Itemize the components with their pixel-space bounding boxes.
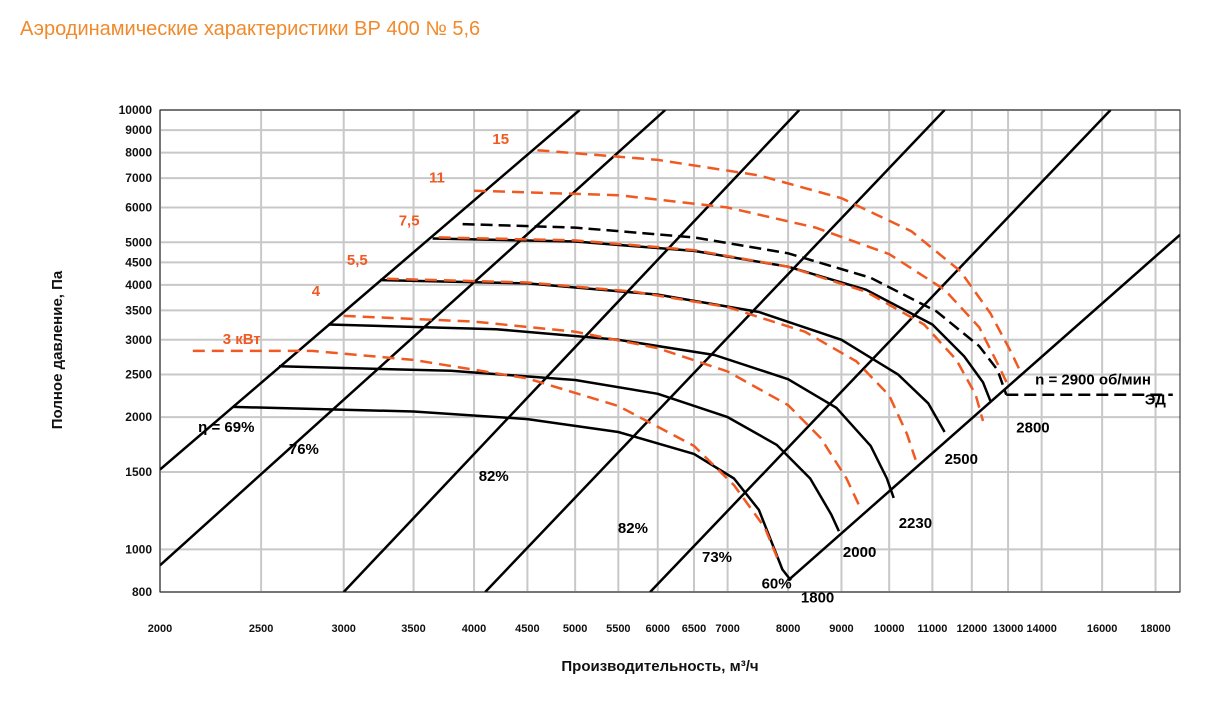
x-tick-label: 5000: [563, 623, 587, 635]
y-tick-label: 3500: [125, 303, 152, 317]
efficiency-line: [160, 110, 581, 471]
x-tick-label: 5500: [606, 623, 630, 635]
efficiency-label: 60%: [762, 575, 792, 592]
y-tick-label: 1500: [125, 465, 152, 479]
power-curve: [438, 236, 985, 422]
efficiency-line: [160, 110, 667, 567]
x-tick-label: 4500: [515, 623, 539, 635]
efficiency-label: η = 69%: [198, 419, 254, 436]
x-tick-label: 6500: [682, 623, 706, 635]
efficiency-label: 76%: [289, 441, 319, 458]
speed-curve: [328, 323, 895, 499]
efficiency-label: 73%: [702, 549, 732, 566]
y-tick-label: 8000: [125, 146, 152, 160]
axis-ticks: 2000 2500 3000 3500 4000 4500 5000 5500 6000 6500…: [119, 103, 1171, 635]
y-tick-label: 5000: [125, 235, 152, 249]
chart-title: Аэродинамические характеристики ВР 400 №…: [20, 18, 481, 40]
power-label: 3 кВт: [223, 331, 261, 348]
x-tick-label: 9000: [829, 623, 853, 635]
x-tick-label: 2000: [148, 623, 172, 635]
power-label: 5,5: [347, 252, 368, 269]
x-tick-label: 13000: [993, 623, 1024, 635]
power-label: 4: [312, 283, 321, 300]
y-tick-label: 10000: [119, 103, 153, 117]
motor-label: ЭД: [1145, 392, 1166, 409]
y-tick-label: 800: [132, 585, 152, 599]
plot-frame: [159, 109, 1181, 593]
speed-label: 2000: [843, 544, 876, 561]
x-tick-label: 12000: [957, 623, 988, 635]
y-tick-label: 7000: [125, 171, 152, 185]
design-speed-label: n = 2900 об/мин: [1035, 372, 1151, 389]
y-tick-label: 4500: [125, 255, 152, 269]
efficiency-line: [787, 233, 1180, 582]
power-label: 15: [492, 131, 509, 148]
x-tick-label: 3000: [331, 623, 355, 635]
x-tick-label: 14000: [1026, 623, 1057, 635]
y-tick-label: 3000: [125, 333, 152, 347]
efficiency-label: 82%: [479, 468, 509, 485]
y-tick-label: 2000: [125, 410, 152, 424]
x-tick-label: 8000: [776, 623, 800, 635]
x-tick-label: 7000: [715, 623, 739, 635]
x-tick-label: 6000: [646, 623, 670, 635]
speed-curves: [233, 222, 1173, 582]
x-tick-label: 18000: [1140, 623, 1171, 635]
x-tick-label: 3500: [401, 623, 425, 635]
x-tick-label: 10000: [874, 623, 905, 635]
x-tick-label: 16000: [1087, 623, 1118, 635]
design-speed-curve: [462, 222, 1008, 396]
x-axis-label: Производительность, м³/ч: [561, 658, 758, 675]
speed-label: 2230: [899, 515, 932, 532]
speed-label: 2500: [945, 451, 978, 468]
efficiency-label: 82%: [618, 520, 648, 537]
power-curves: [192, 148, 1023, 564]
efficiency-lines: [160, 110, 1180, 592]
y-tick-label: 4000: [125, 278, 152, 292]
x-tick-label: 2500: [249, 623, 273, 635]
x-tick-label: 11000: [917, 623, 947, 635]
power-curve: [537, 148, 1023, 376]
efficiency-line: [649, 110, 1112, 592]
power-curve: [386, 277, 917, 461]
speed-curve: [379, 278, 946, 433]
curve-labels: 3 кВт 4 5,5 7,5 11 15 1800 2000 2230 2500 2800 n = …: [198, 131, 1166, 606]
power-curve: [343, 314, 863, 511]
y-tick-label: 9000: [125, 123, 152, 137]
speed-label: 1800: [801, 589, 834, 606]
power-curve: [473, 189, 1010, 387]
y-tick-label: 6000: [125, 200, 152, 214]
power-curve: [192, 349, 781, 564]
speed-label: 2800: [1016, 420, 1049, 437]
efficiency-line: [484, 110, 946, 592]
speed-curve: [278, 365, 841, 532]
x-tick-label: 4000: [462, 623, 486, 635]
efficiency-line: [342, 110, 801, 592]
y-axis-label: Полное давление, Па: [49, 270, 66, 429]
power-label: 11: [429, 170, 445, 187]
y-tick-label: 1000: [125, 542, 152, 556]
y-tick-label: 2500: [125, 368, 152, 382]
power-label: 7,5: [399, 212, 420, 229]
